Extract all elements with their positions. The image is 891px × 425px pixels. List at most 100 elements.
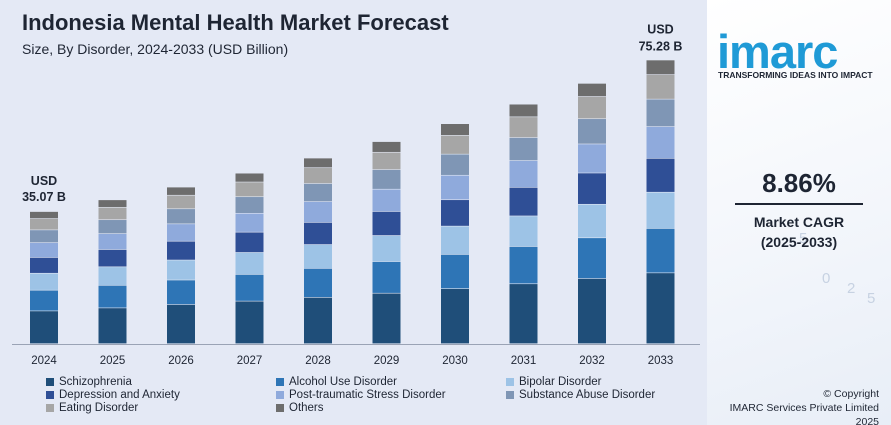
legend-swatch — [276, 391, 284, 399]
legend-label: Alcohol Use Disorder — [289, 376, 398, 388]
bar-segment-6 — [578, 119, 606, 144]
bar-segment-2 — [30, 290, 58, 311]
legend-label: Eating Disorder — [59, 402, 139, 414]
decorative-number-icon: 5 — [867, 290, 876, 307]
bar-segment-4 — [441, 200, 469, 226]
bar-segment-8 — [30, 211, 58, 219]
legend-item: Substance Abuse Disorder — [506, 389, 655, 401]
bar-segment-4 — [167, 241, 195, 260]
bar-segment-1 — [304, 297, 332, 344]
bar-segment-5 — [235, 213, 264, 232]
bar-segment-7 — [441, 135, 469, 154]
bar-segment-1 — [441, 288, 469, 344]
legend-swatch — [276, 378, 284, 386]
bar-segment-3 — [441, 226, 469, 255]
bar-segment-5 — [646, 126, 675, 158]
bar-segment-8 — [98, 200, 127, 207]
bar-segment-4 — [30, 257, 58, 273]
bar-segment-7 — [235, 182, 264, 197]
bar-segment-2 — [98, 285, 127, 308]
end-value-label-line-2: 75.28 B — [639, 39, 683, 53]
x-tick-label: 2029 — [374, 355, 400, 367]
bar-segment-4 — [509, 187, 538, 216]
bar-segment-2 — [372, 261, 401, 293]
bar-segment-2 — [646, 228, 675, 273]
bar-segment-7 — [509, 117, 538, 138]
decorative-number-icon: 5 — [799, 230, 808, 247]
bar-segment-3 — [30, 273, 58, 290]
bar-segment-6 — [167, 209, 195, 224]
copyright: © Copyright IMARC Services Private Limit… — [707, 387, 879, 425]
decorative-number-icon: 2 — [847, 280, 856, 297]
bar-segment-2 — [167, 280, 195, 305]
legend-swatch — [46, 391, 54, 399]
bar-segment-6 — [509, 137, 538, 161]
bar-segment-5 — [509, 160, 538, 188]
legend-swatch — [46, 404, 54, 412]
legend-label: Others — [289, 402, 324, 414]
copyright-line-2: IMARC Services Private Limited 2025 — [729, 402, 879, 425]
bar-segment-1 — [372, 293, 401, 344]
bar-segment-5 — [578, 144, 606, 173]
x-tick-label: 2028 — [305, 355, 331, 367]
bar-segment-3 — [235, 252, 264, 275]
bar-segment-4 — [578, 173, 606, 204]
logo-tagline: TRANSFORMING IDEAS INTO IMPACT — [718, 70, 873, 80]
x-tick-label: 2024 — [31, 355, 57, 367]
bar-segment-1 — [509, 284, 538, 344]
bar-segment-2 — [235, 274, 264, 301]
bar-segment-1 — [167, 304, 195, 344]
cagr-divider — [735, 203, 863, 205]
bar-segment-6 — [30, 230, 58, 243]
bar-segment-2 — [509, 246, 538, 284]
legend-item: Eating Disorder — [46, 402, 138, 414]
bar-segment-4 — [98, 249, 127, 267]
bar-segment-3 — [509, 216, 538, 247]
bar-segment-5 — [441, 175, 469, 200]
bar-segment-1 — [235, 301, 264, 344]
bar-segment-3 — [372, 235, 401, 262]
bar-segment-8 — [235, 173, 264, 182]
bar-segment-8 — [441, 124, 469, 136]
bar-segment-5 — [30, 243, 58, 258]
bar-segment-7 — [98, 207, 127, 220]
bar-segment-6 — [98, 220, 127, 234]
legend-swatch — [506, 391, 514, 399]
bar-segment-3 — [167, 260, 195, 280]
bar-segment-5 — [98, 233, 127, 250]
legend-label: Substance Abuse Disorder — [519, 389, 656, 401]
bar-segment-7 — [30, 218, 58, 230]
bar-segment-7 — [167, 195, 195, 209]
chart-title: Indonesia Mental Health Market Forecast — [22, 10, 449, 35]
legend-label: Schizophrenia — [59, 376, 132, 388]
stacked-bar-chart: 2024 2025 2026 2027 2028 2029 2030 2031 2032 2033… — [12, 22, 700, 367]
legend-item: Others — [276, 402, 324, 414]
x-tick-label: 2032 — [579, 355, 605, 367]
legend-label: Depression and Anxiety — [59, 389, 180, 401]
bar-segment-6 — [372, 169, 401, 189]
cagr-period: (2025-2033) — [760, 234, 838, 250]
x-tick-label: 2025 — [100, 355, 126, 367]
decorative-number-icon: 0 — [822, 270, 831, 287]
legend-swatch — [506, 378, 514, 386]
bar-segment-5 — [372, 189, 401, 212]
bar-segment-8 — [646, 60, 675, 75]
x-tick-label: 2033 — [648, 355, 674, 367]
bar-segment-6 — [235, 197, 264, 214]
bar-segment-8 — [167, 187, 195, 195]
bar-segment-1 — [30, 311, 58, 344]
bar-segment-5 — [304, 201, 332, 223]
imarc-logo: imarc — [717, 25, 838, 78]
bar-segment-8 — [509, 104, 538, 117]
bar-segment-5 — [167, 224, 195, 241]
bar-segment-1 — [646, 273, 675, 344]
legend-item: Depression and Anxiety — [46, 389, 180, 401]
legend-swatch — [276, 404, 284, 412]
start-value-label-line-1: USD — [31, 174, 57, 188]
bar-segment-2 — [441, 254, 469, 289]
bar-segment-7 — [304, 168, 332, 184]
bar-segment-3 — [98, 267, 127, 285]
x-tick-label: 2031 — [511, 355, 537, 367]
start-value-label-line-2: 35.07 B — [22, 190, 66, 204]
copyright-line-1: © Copyright — [823, 388, 879, 400]
